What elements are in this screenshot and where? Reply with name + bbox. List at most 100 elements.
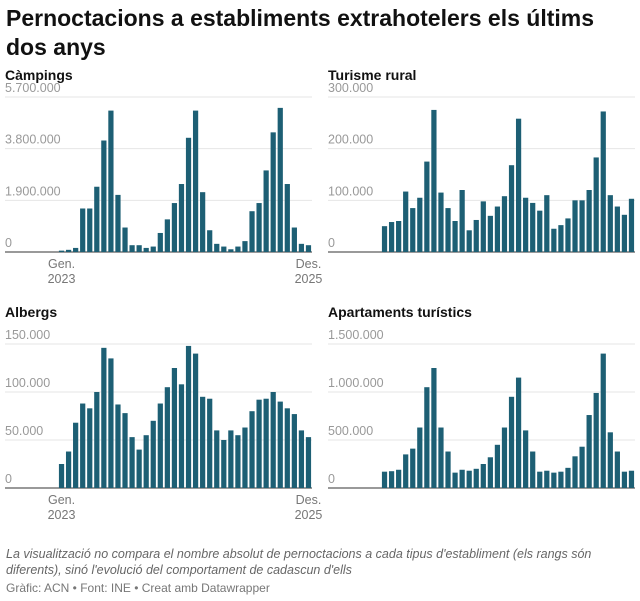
bar bbox=[58, 250, 65, 252]
bar bbox=[73, 247, 79, 252]
chart-title: Càmpings bbox=[5, 67, 73, 83]
bar bbox=[579, 446, 585, 488]
charts: Càmpings 0 1.900.000 3.800.000 5.700.000 Gen.… bbox=[5, 67, 635, 522]
bar bbox=[185, 345, 192, 488]
bar bbox=[185, 137, 192, 252]
bar bbox=[614, 206, 620, 252]
bar bbox=[523, 197, 529, 252]
bar bbox=[242, 241, 248, 252]
bar bbox=[277, 401, 283, 488]
bar bbox=[558, 225, 564, 252]
bar bbox=[424, 387, 430, 488]
bar bbox=[403, 454, 409, 488]
bar bbox=[586, 415, 592, 488]
bar bbox=[143, 435, 149, 488]
bar bbox=[73, 422, 79, 488]
bar bbox=[200, 396, 206, 488]
bar bbox=[228, 249, 234, 252]
y-tick-label: 5.700.000 bbox=[5, 81, 61, 95]
bar bbox=[565, 218, 571, 252]
bar bbox=[628, 198, 635, 252]
bar bbox=[544, 470, 550, 488]
bar bbox=[207, 398, 213, 488]
bar bbox=[115, 404, 121, 488]
bar bbox=[452, 221, 458, 252]
bar bbox=[178, 384, 185, 488]
bar bbox=[277, 107, 283, 252]
y-tick-label: 100.000 bbox=[328, 184, 373, 198]
source: Gràfic: ACN • Font: INE • Creat amb Data… bbox=[6, 581, 270, 595]
bar bbox=[164, 387, 170, 488]
bar bbox=[445, 208, 451, 252]
bar bbox=[579, 200, 585, 252]
bar bbox=[614, 451, 620, 488]
bar bbox=[87, 408, 93, 488]
y-tick-label: 0 bbox=[5, 236, 12, 250]
bar bbox=[157, 403, 163, 488]
bar bbox=[621, 471, 628, 488]
bar bbox=[249, 411, 255, 488]
bar bbox=[101, 347, 107, 488]
bar bbox=[221, 440, 227, 488]
bar bbox=[565, 467, 571, 488]
bar bbox=[388, 471, 395, 488]
bar bbox=[480, 201, 486, 252]
y-tick-label: 150.000 bbox=[5, 328, 50, 342]
bar bbox=[586, 190, 592, 252]
bar bbox=[164, 219, 170, 252]
bar bbox=[249, 211, 255, 252]
bar bbox=[466, 230, 472, 252]
bar bbox=[270, 132, 276, 252]
y-tick-label: 3.800.000 bbox=[5, 133, 61, 147]
bar bbox=[150, 246, 156, 252]
bar bbox=[305, 245, 312, 252]
x-tick-label: Gen. 2023 bbox=[48, 493, 76, 522]
bar bbox=[452, 472, 458, 488]
bar bbox=[438, 427, 444, 488]
bar bbox=[221, 246, 227, 252]
y-tick-label: 0 bbox=[5, 472, 12, 486]
y-tick-label: 500.000 bbox=[328, 424, 373, 438]
bar bbox=[473, 219, 479, 252]
bar bbox=[94, 392, 100, 488]
bar bbox=[143, 247, 149, 252]
bar bbox=[501, 196, 508, 252]
bar bbox=[410, 208, 416, 252]
x-tick-label: Gen. 2023 bbox=[48, 257, 76, 286]
bar bbox=[396, 469, 402, 488]
bar bbox=[487, 215, 493, 252]
bar bbox=[80, 208, 86, 252]
bar bbox=[607, 195, 613, 252]
bar bbox=[494, 206, 501, 252]
bar bbox=[157, 232, 163, 252]
bar bbox=[417, 197, 423, 252]
bar bbox=[192, 353, 199, 488]
bar bbox=[305, 437, 312, 488]
bar bbox=[572, 456, 578, 488]
bar bbox=[593, 157, 599, 252]
bar bbox=[122, 227, 128, 252]
bar bbox=[628, 470, 635, 488]
bar bbox=[572, 200, 578, 252]
bar bbox=[65, 249, 72, 252]
bar bbox=[424, 161, 430, 252]
bar bbox=[621, 214, 628, 252]
bar bbox=[551, 472, 557, 488]
bar bbox=[508, 165, 515, 252]
bar bbox=[459, 469, 465, 488]
chart-title: Albergs bbox=[5, 304, 57, 320]
bar bbox=[480, 464, 486, 488]
bar bbox=[537, 210, 543, 252]
y-tick-label: 1.900.000 bbox=[5, 184, 61, 198]
bar bbox=[298, 243, 305, 252]
bar bbox=[263, 170, 269, 252]
bar bbox=[256, 203, 262, 252]
bar bbox=[65, 451, 72, 488]
bar bbox=[214, 430, 220, 488]
bar bbox=[438, 192, 444, 252]
bar bbox=[87, 208, 93, 252]
bar bbox=[101, 140, 107, 252]
x-tick-label: Des. 2025 bbox=[295, 257, 323, 286]
y-tick-label: 100.000 bbox=[5, 376, 50, 390]
bar bbox=[473, 468, 479, 488]
